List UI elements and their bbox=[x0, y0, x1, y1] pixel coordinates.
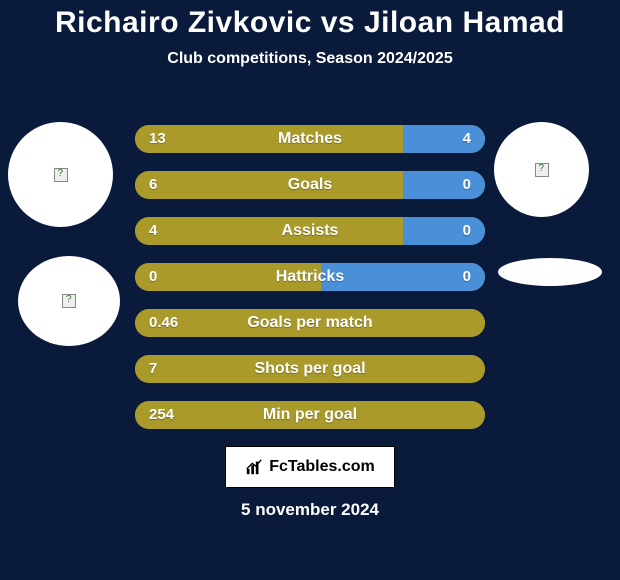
broken-image-icon bbox=[535, 163, 549, 177]
chart-trend-icon bbox=[245, 458, 263, 476]
stat-row: Shots per goal7 bbox=[135, 355, 485, 383]
avatar-club-right bbox=[498, 258, 602, 286]
stat-value-left: 0.46 bbox=[149, 309, 178, 337]
stat-value-left: 7 bbox=[149, 355, 157, 383]
branding-text: FcTables.com bbox=[269, 458, 375, 476]
stat-value-left: 254 bbox=[149, 401, 174, 429]
stats-comparison-chart: Matches134Goals60Assists40Hattricks00Goa… bbox=[135, 125, 485, 447]
stat-value-left: 13 bbox=[149, 125, 166, 153]
stat-row: Matches13 4 bbox=[135, 125, 485, 153]
page-title: Richairo Zivkovic vs Jiloan Hamad bbox=[0, 0, 620, 40]
stat-label: Assists bbox=[135, 217, 485, 245]
stat-label: Min per goal bbox=[135, 401, 485, 429]
stat-row: Min per goal254 bbox=[135, 401, 485, 429]
stat-value-left: 0 bbox=[149, 263, 157, 291]
avatar-club-left bbox=[18, 256, 120, 346]
subtitle: Club competitions, Season 2024/2025 bbox=[0, 50, 620, 68]
stat-value-right: 4 bbox=[463, 125, 471, 153]
stat-value-left: 6 bbox=[149, 171, 157, 199]
branding-badge: FcTables.com bbox=[225, 446, 395, 488]
stat-value-left: 4 bbox=[149, 217, 157, 245]
stat-row: Assists4 0 bbox=[135, 217, 485, 245]
stat-label: Hattricks bbox=[135, 263, 485, 291]
stat-value-right: 0 bbox=[463, 171, 471, 199]
stat-label: Shots per goal bbox=[135, 355, 485, 383]
avatar-player-left bbox=[8, 122, 113, 227]
stat-label: Goals per match bbox=[135, 309, 485, 337]
broken-image-icon bbox=[62, 294, 76, 308]
avatar-player-right bbox=[494, 122, 589, 217]
stat-value-right: 0 bbox=[463, 217, 471, 245]
broken-image-icon bbox=[54, 168, 68, 182]
stat-value-right: 0 bbox=[463, 263, 471, 291]
stat-row: Hattricks0 0 bbox=[135, 263, 485, 291]
stat-label: Goals bbox=[135, 171, 485, 199]
stat-row: Goals per match0.46 bbox=[135, 309, 485, 337]
stat-label: Matches bbox=[135, 125, 485, 153]
stat-row: Goals6 0 bbox=[135, 171, 485, 199]
date-text: 5 november 2024 bbox=[0, 500, 620, 520]
